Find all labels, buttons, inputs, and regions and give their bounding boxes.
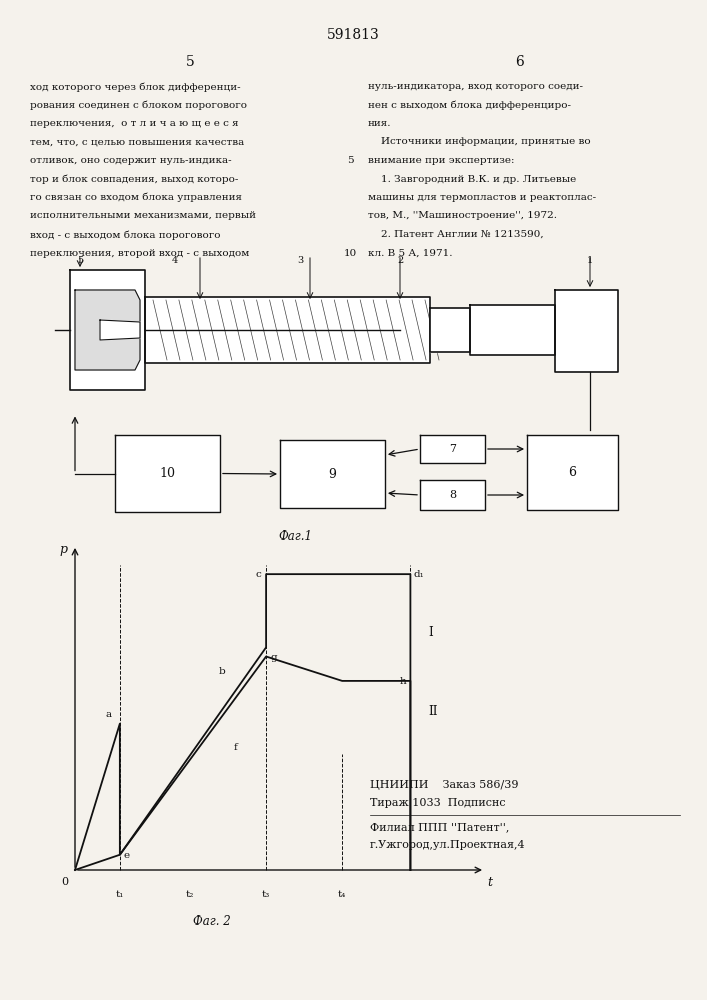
Text: го связан со входом блока управления: го связан со входом блока управления (30, 193, 242, 202)
Polygon shape (75, 290, 140, 370)
Text: 0: 0 (62, 877, 69, 887)
Text: d₁: d₁ (414, 570, 424, 579)
Text: b: b (218, 667, 226, 676)
Text: g: g (270, 652, 276, 662)
Text: I: I (428, 626, 433, 639)
Text: t₁: t₁ (116, 890, 124, 899)
Text: рования соединен с блоком порогового: рования соединен с блоком порогового (30, 101, 247, 110)
Polygon shape (70, 270, 145, 390)
Text: 2: 2 (397, 256, 403, 265)
Text: 5: 5 (186, 55, 194, 69)
Text: 7: 7 (449, 444, 456, 454)
Polygon shape (145, 297, 430, 363)
Polygon shape (430, 308, 470, 352)
Text: отливок, оно содержит нуль-индика-: отливок, оно содержит нуль-индика- (30, 156, 232, 165)
Text: 2. Патент Англии № 1213590,: 2. Патент Англии № 1213590, (368, 230, 544, 239)
Polygon shape (420, 480, 485, 510)
Text: 591813: 591813 (327, 28, 380, 42)
Text: 1. Завгородний В.К. и др. Литьевые: 1. Завгородний В.К. и др. Литьевые (368, 174, 576, 184)
Text: тор и блок совпадения, выход которо-: тор и блок совпадения, выход которо- (30, 174, 238, 184)
Polygon shape (100, 320, 140, 340)
Text: 9: 9 (329, 468, 337, 481)
Text: 1: 1 (587, 256, 593, 265)
Text: t: t (488, 876, 493, 888)
Text: кл. В 5 А, 1971.: кл. В 5 А, 1971. (368, 248, 452, 257)
Text: г.Ужгород,ул.Проектная,4: г.Ужгород,ул.Проектная,4 (370, 840, 525, 850)
Text: 3: 3 (297, 256, 303, 265)
Text: вход - с выходом блока порогового: вход - с выходом блока порогового (30, 230, 221, 239)
Text: тов, М., ''Машиностроение'', 1972.: тов, М., ''Машиностроение'', 1972. (368, 212, 557, 221)
Text: тем, что, с целью повышения качества: тем, что, с целью повышения качества (30, 137, 244, 146)
Text: 10: 10 (344, 248, 356, 257)
Text: 10: 10 (160, 467, 175, 480)
Text: ния.: ния. (368, 119, 392, 128)
Text: Источники информации, принятые во: Источники информации, принятые во (368, 137, 590, 146)
Text: 5: 5 (77, 256, 83, 265)
Text: t₃: t₃ (262, 890, 270, 899)
Text: h: h (399, 677, 407, 686)
Text: нуль-индикатора, вход которого соеди-: нуль-индикатора, вход которого соеди- (368, 82, 583, 91)
Text: переключения, второй вход - с выходом: переключения, второй вход - с выходом (30, 248, 250, 257)
Polygon shape (115, 435, 220, 512)
Polygon shape (527, 435, 618, 510)
Text: t₄: t₄ (338, 890, 346, 899)
Polygon shape (280, 440, 385, 508)
Text: Фаг.1: Фаг.1 (278, 530, 312, 543)
Text: p: p (59, 544, 67, 556)
Polygon shape (470, 305, 555, 355)
Text: 6: 6 (515, 55, 525, 69)
Text: 4: 4 (172, 256, 178, 265)
Text: переключения,  о т л и ч а ю щ е е с я: переключения, о т л и ч а ю щ е е с я (30, 119, 239, 128)
Text: ход которого через блок дифференци-: ход которого через блок дифференци- (30, 82, 240, 92)
Polygon shape (420, 435, 485, 463)
Text: машины для термопластов и реактоплас-: машины для термопластов и реактоплас- (368, 193, 596, 202)
Text: Филиал ППП ''Патент'',: Филиал ППП ''Патент'', (370, 822, 509, 832)
Text: исполнительными механизмами, первый: исполнительными механизмами, первый (30, 212, 256, 221)
Text: a: a (106, 710, 112, 719)
Text: внимание при экспертизе:: внимание при экспертизе: (368, 156, 515, 165)
Text: II: II (428, 705, 438, 718)
Text: нен с выходом блока дифференциро-: нен с выходом блока дифференциро- (368, 101, 571, 110)
Text: Тираж 1033  Подписнс: Тираж 1033 Подписнс (370, 798, 506, 808)
Text: 8: 8 (449, 490, 456, 500)
Text: c: c (255, 570, 261, 579)
Text: Фаг. 2: Фаг. 2 (192, 915, 230, 928)
Text: 5: 5 (346, 156, 354, 165)
Text: f: f (233, 743, 238, 752)
Polygon shape (555, 290, 618, 372)
Text: ЦНИИПИ    Заказ 586/39: ЦНИИПИ Заказ 586/39 (370, 780, 518, 790)
Text: 6: 6 (568, 466, 576, 479)
Text: e: e (124, 851, 130, 860)
Text: t₂: t₂ (186, 890, 194, 899)
